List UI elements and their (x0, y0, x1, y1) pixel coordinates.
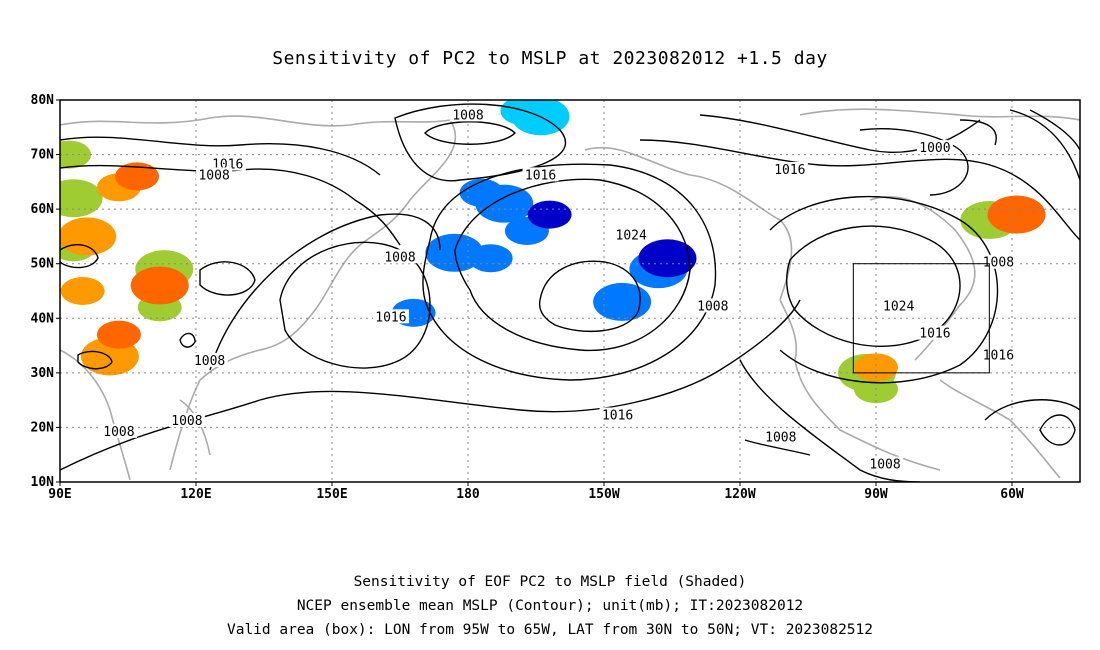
contour-label: 1008 (194, 354, 225, 369)
lon-tick-label: 60W (1000, 487, 1024, 502)
contour-label: 1016 (774, 163, 805, 178)
contour-label: 1008 (452, 108, 483, 123)
map-frame (59, 99, 1081, 483)
contour-label: 1008 (869, 458, 900, 473)
chart-title: Sensitivity of PC2 to MSLP at 2023082012… (272, 48, 828, 69)
shading-patch (115, 162, 160, 191)
caption-line-2: NCEP ensemble mean MSLP (Contour); unit(… (296, 598, 804, 614)
contour-label-bg (762, 429, 799, 444)
contour-label-bg (522, 167, 559, 182)
contour-label: 1008 (198, 168, 229, 183)
lat-tick-label: 20N (31, 420, 55, 435)
lon-tick-label: 120E (180, 487, 211, 502)
lon-tick-label: 150W (588, 487, 619, 502)
lon-tick-label: 90W (864, 487, 888, 502)
lon-tick-label: 180 (456, 487, 480, 502)
sensitivity-shading (60, 100, 1046, 404)
shading-patch (60, 179, 103, 218)
contour-labels: 1008 1016 1008 1016 1016 1000 1024 1008 1016 1008… (100, 107, 1017, 473)
shading-patch (527, 200, 572, 229)
shading-patch (130, 266, 189, 305)
lat-tick-label: 60N (31, 202, 55, 217)
lat-tick-label: 10N (31, 475, 55, 490)
contour-label: 1000 (919, 141, 950, 156)
contour-label-bg (450, 107, 486, 122)
contour-label-bg (880, 298, 917, 313)
shading-patch (638, 239, 697, 278)
lon-tick-label: 120W (724, 487, 755, 502)
caption-line-1: Sensitivity of EOF PC2 to MSLP field (Sh… (353, 574, 747, 590)
shading-patch (60, 140, 92, 169)
lat-tick-label: 30N (31, 366, 55, 381)
map-plot: 1008 1016 1008 1016 1016 1000 1024 1008 1016 1008… (31, 93, 1081, 502)
contour-label-bg (613, 227, 650, 242)
contour-label: 1008 (983, 256, 1014, 271)
contour-label-bg (191, 352, 228, 367)
contour-label: 1008 (103, 425, 134, 440)
shading-patch (511, 100, 570, 136)
contour-label-bg (168, 412, 205, 427)
lat-tick-label: 50N (31, 257, 55, 272)
shading-patch (60, 277, 105, 305)
contour-label: 1008 (384, 250, 415, 265)
contour-label-bg (382, 249, 418, 264)
contour-label: 1016 (525, 168, 556, 183)
lat-tick-label: 40N (31, 311, 55, 326)
caption-line-3: Valid area (box): LON from 95W to 65W, L… (226, 622, 873, 638)
lat-tick-label: 80N (31, 93, 55, 108)
valid-area-box (852, 263, 990, 374)
contour-label: 1024 (883, 299, 914, 314)
contour-label-bg (196, 167, 233, 182)
contour-label: 1008 (765, 430, 796, 445)
shading-patch (475, 184, 534, 223)
lat-tick-label: 70N (31, 148, 55, 163)
contour-label: 1008 (171, 414, 202, 429)
contour-label-bg (771, 161, 808, 176)
shading-patch (60, 217, 117, 256)
shading-patch (593, 282, 652, 321)
shading-patch (987, 195, 1046, 234)
contour-label: 1016 (375, 310, 406, 325)
contour-label-bg (100, 423, 137, 438)
shading-patch (854, 353, 898, 382)
lon-tick-label: 150E (316, 487, 347, 502)
contour-label: 1024 (616, 228, 647, 243)
contour-label-bg (209, 156, 246, 171)
contour-label-bg (867, 456, 904, 471)
contour-label: 1016 (983, 348, 1014, 363)
contour-label-bg (372, 309, 409, 324)
contour-label: 1008 (697, 299, 728, 314)
contour-label-bg (916, 325, 953, 340)
contour-label: 1016 (919, 327, 950, 342)
contour-label-bg (694, 298, 731, 313)
lon-tick-label: 90E (48, 487, 71, 502)
contour-label-bg (599, 407, 636, 422)
contour-label: 1016 (602, 409, 633, 424)
shading-patch (468, 244, 513, 273)
contour-label-bg (916, 140, 953, 155)
shading-patch (96, 320, 141, 349)
